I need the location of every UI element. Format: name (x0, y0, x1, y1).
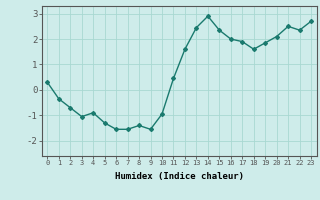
X-axis label: Humidex (Indice chaleur): Humidex (Indice chaleur) (115, 172, 244, 181)
